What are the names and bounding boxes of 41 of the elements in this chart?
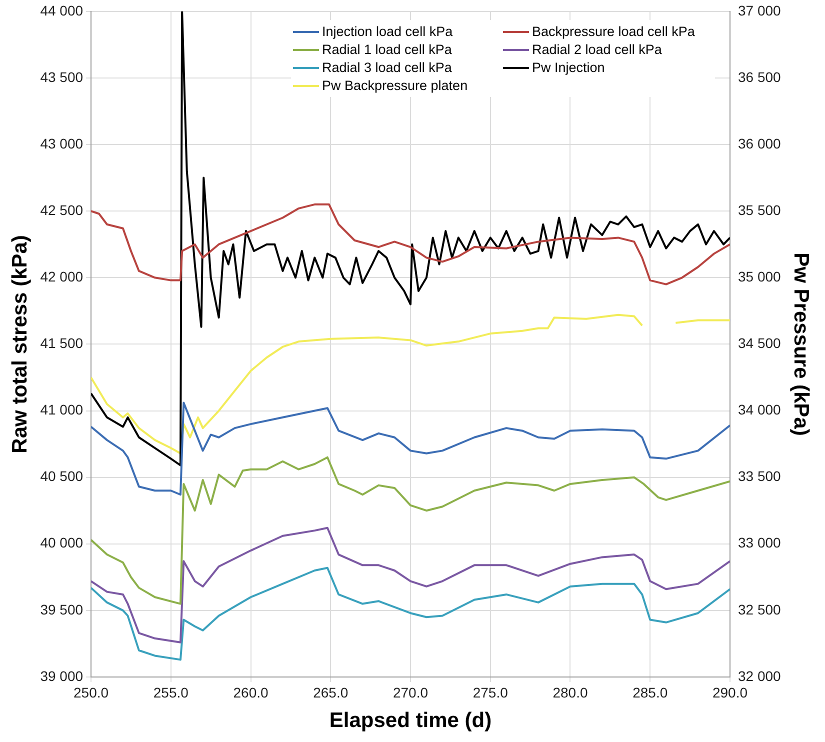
y2-tick-label: 32 500 — [738, 601, 782, 618]
x-tick-label: 265.0 — [313, 684, 348, 700]
x-tick-label: 290.0 — [712, 684, 748, 700]
y-tick-label: 44 000 — [40, 2, 84, 18]
x-tick-label: 260.0 — [233, 684, 268, 700]
y-tick-label: 42 500 — [40, 202, 84, 218]
y2-tick-label: 33 500 — [738, 468, 782, 484]
y-tick-label: 41 000 — [40, 402, 84, 418]
y2-tick-label: 35 000 — [738, 268, 782, 284]
y-tick-label: 43 000 — [40, 135, 84, 152]
x-tick-label: 250.0 — [73, 684, 109, 700]
y2-tick-label: 34 000 — [738, 402, 782, 418]
y2-axis-title: Pw Pressure (kPa) — [790, 252, 813, 436]
y2-tick-label: 36 000 — [738, 135, 782, 152]
x-tick-label: 280.0 — [552, 684, 588, 700]
legend-label: Injection load cell kPa — [322, 24, 453, 39]
x-tick-label: 285.0 — [632, 684, 668, 700]
x-tick-label: 270.0 — [392, 684, 428, 700]
legend-label: Backpressure load cell kPa — [532, 24, 695, 39]
y2-tick-label: 35 500 — [738, 202, 782, 218]
y2-tick-label: 33 000 — [738, 534, 782, 551]
y-tick-label: 41 500 — [40, 335, 84, 352]
y-axis-title: Raw total stress (kPa) — [8, 235, 32, 454]
y-tick-label: 39 500 — [40, 601, 84, 618]
y2-tick-label: 36 500 — [738, 68, 782, 85]
x-tick-label: 275.0 — [472, 684, 508, 700]
y-tick-label: 39 000 — [40, 668, 84, 684]
y-tick-label: 40 000 — [40, 534, 84, 551]
legend-label: Pw Injection — [532, 60, 605, 75]
y-tick-label: 42 000 — [40, 268, 84, 284]
y2-tick-label: 37 000 — [738, 2, 782, 18]
legend-label: Pw Backpressure platen — [322, 78, 468, 93]
y-tick-label: 40 500 — [40, 468, 84, 484]
x-tick-label: 255.0 — [153, 684, 189, 700]
y2-tick-label: 32 000 — [738, 668, 782, 684]
legend-label: Radial 3 load cell kPa — [322, 60, 452, 75]
x-axis-title: Elapsed time (d) — [329, 709, 492, 732]
legend-label: Radial 1 load cell kPa — [322, 42, 452, 57]
y-tick-label: 43 500 — [40, 68, 84, 85]
y2-tick-label: 34 500 — [738, 335, 782, 352]
legend-label: Radial 2 load cell kPa — [532, 42, 662, 57]
